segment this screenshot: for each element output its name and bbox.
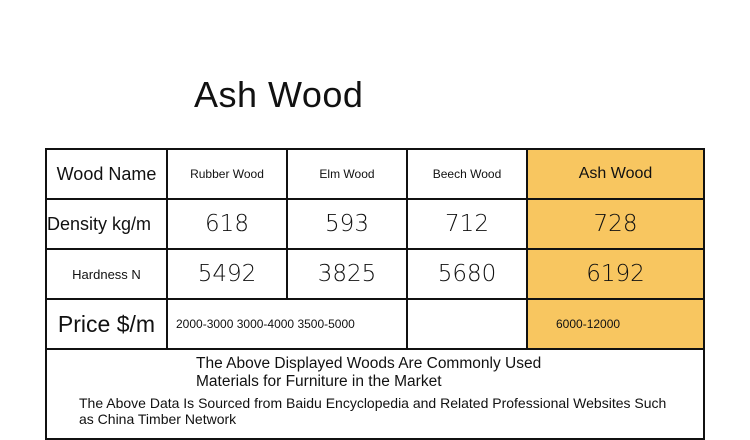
comparison-table: Wood Name Rubber Wood Elm Wood Beech Woo… xyxy=(45,148,705,440)
table-footer: The Above Displayed Woods Are Commonly U… xyxy=(47,350,703,440)
footer-note-source: The Above Data Is Sourced from Baidu Enc… xyxy=(79,395,667,427)
header-elm-wood: Elm Wood xyxy=(288,150,408,200)
header-beech-wood: Beech Wood xyxy=(408,150,528,200)
density-elm-wood: 593 xyxy=(288,200,408,250)
hardness-rubber-wood: 5492 xyxy=(168,250,288,300)
footer-note-usage: The Above Displayed Woods Are Commonly U… xyxy=(196,355,542,390)
header-ash-wood: Ash Wood xyxy=(528,150,703,200)
density-beech-wood: 712 xyxy=(408,200,528,250)
hardness-elm-wood: 3825 xyxy=(288,250,408,300)
density-rubber-wood: 618 xyxy=(168,200,288,250)
header-rubber-wood: Rubber Wood xyxy=(168,150,288,200)
header-row-label: Wood Name xyxy=(47,150,168,200)
price-other-woods: 2000-3000 3000-4000 3500-5000 xyxy=(168,300,408,350)
density-ash-wood: 728 xyxy=(528,200,703,250)
price-empty-cell xyxy=(408,300,528,350)
hardness-beech-wood: 5680 xyxy=(408,250,528,300)
page-title: Ash Wood xyxy=(194,74,364,115)
density-label: Density kg/m xyxy=(47,200,168,250)
price-ash-wood: 6000-12000 xyxy=(528,300,703,350)
price-label: Price $/m xyxy=(47,300,168,350)
hardness-label: Hardness N xyxy=(47,250,168,300)
hardness-ash-wood: 6192 xyxy=(528,250,703,300)
